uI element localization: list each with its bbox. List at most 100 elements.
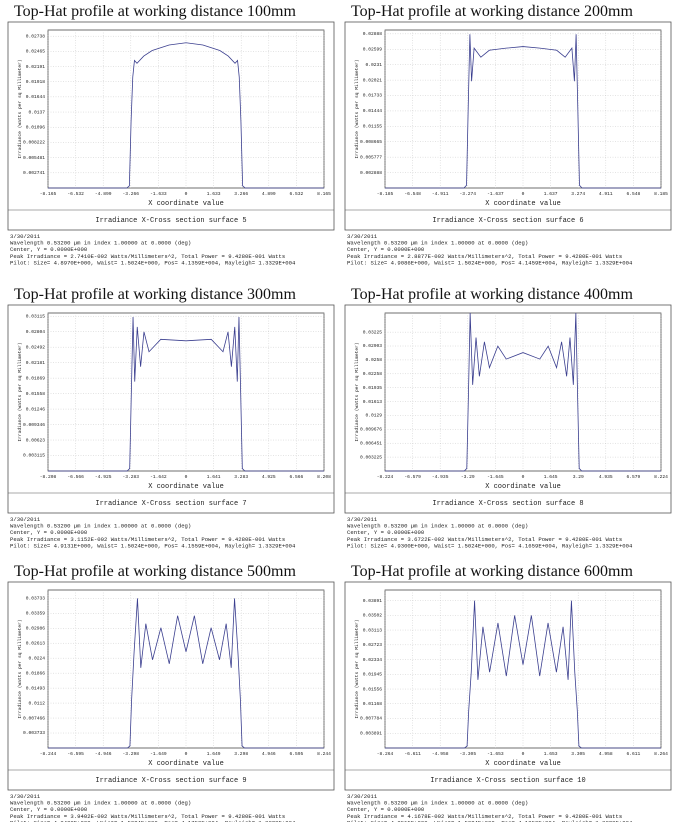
y-tick-label: 0.02599	[363, 46, 383, 52]
y-tick-label: 0.003733	[23, 730, 45, 736]
info-line: Peak Irradiance = 3.1152E-002 Watts/Mill…	[10, 536, 285, 543]
x-tick-label: -8.264	[377, 751, 394, 757]
profile-line	[385, 600, 661, 749]
y-axis-label: Irradiance (Watts per sq Millimeter)	[17, 619, 23, 718]
info-line: Wavelength 0.53200 µm in index 1.00000 a…	[347, 240, 528, 247]
x-tick-label: 3.274	[571, 191, 585, 197]
y-tick-label: 0.008222	[23, 140, 45, 146]
info-line: 3/30/2011	[347, 516, 378, 523]
info-line: 3/30/2011	[10, 793, 41, 800]
y-tick-label: 0.01493	[26, 685, 46, 691]
y-tick-label: 0.0129	[365, 413, 382, 419]
x-tick-label: -6.532	[67, 191, 84, 197]
info-line: 3/30/2011	[10, 233, 41, 240]
x-tick-label: -3.305	[460, 751, 477, 757]
x-tick-label: 8.185	[654, 191, 668, 197]
x-axis-label: X coordinate value	[485, 483, 561, 491]
y-tick-label: 0.00623	[26, 437, 46, 443]
profile-line	[385, 34, 661, 189]
x-tick-label: 0	[522, 751, 525, 757]
profile-line	[48, 42, 324, 189]
y-tick-label: 0.03113	[363, 627, 383, 633]
y-tick-label: 0.01945	[363, 672, 383, 678]
y-tick-label: 0.02492	[26, 344, 46, 350]
chart-panel: Top-Hat profile at working distance 600m…	[344, 563, 672, 822]
info-line: Wavelength 0.53200 µm in index 1.00000 a…	[347, 800, 528, 807]
chart-title: Top-Hat profile at working distance 600m…	[351, 563, 633, 580]
y-tick-label: 0.03225	[363, 329, 383, 335]
x-tick-label: 8.208	[317, 474, 331, 480]
info-line: 3/30/2011	[347, 233, 378, 240]
y-tick-label: 0.008665	[360, 139, 382, 145]
info-line: Center, Y = 0.0000E+000	[347, 246, 425, 253]
x-tick-label: -6.595	[67, 751, 84, 757]
x-tick-label: 4.911	[599, 191, 613, 197]
y-tick-label: 0.03891	[363, 598, 383, 604]
chart-panel: Top-Hat profile at working distance 100m…	[7, 3, 335, 266]
info-line: Peak Irradiance = 3.6722E-002 Watts/Mill…	[347, 536, 622, 543]
profile-line	[385, 312, 661, 472]
y-tick-label: 0.01644	[26, 94, 46, 100]
chart-caption: Irradiance X-Cross section surface 5	[95, 217, 246, 225]
x-tick-label: -1.642	[150, 474, 167, 480]
x-tick-label: 8.264	[654, 751, 668, 757]
x-axis-label: X coordinate value	[148, 200, 224, 208]
chart-frame	[344, 304, 672, 514]
x-axis-label: X coordinate value	[148, 483, 224, 491]
y-tick-label: 0.03502	[363, 613, 383, 619]
x-tick-label: 8.244	[317, 751, 331, 757]
x-tick-label: 8.165	[317, 191, 331, 197]
y-tick-label: 0.02888	[363, 31, 383, 37]
y-tick-label: 0.02723	[363, 642, 383, 648]
x-axis-label: X coordinate value	[485, 760, 561, 768]
y-tick-label: 0.009676	[360, 427, 382, 433]
y-tick-label: 0.02191	[26, 64, 46, 70]
x-tick-label: -4.911	[432, 191, 449, 197]
x-tick-label: 1.649	[207, 751, 221, 757]
info-line: Peak Irradiance = 2.8877E-002 Watts/Mill…	[347, 253, 622, 260]
y-tick-label: 0.005777	[360, 154, 382, 160]
profile-line	[48, 598, 324, 749]
x-tick-label: -3.29	[461, 474, 475, 480]
y-axis-label: Irradiance (Watts per sq Millimeter)	[354, 619, 360, 718]
chart-title: Top-Hat profile at working distance 400m…	[351, 286, 633, 303]
x-tick-label: 0	[522, 191, 525, 197]
info-line: Center, Y = 0.0000E+000	[10, 806, 88, 813]
x-tick-label: 1.645	[544, 474, 558, 480]
x-axis-label: X coordinate value	[148, 760, 224, 768]
y-tick-label: 0.0112	[28, 700, 45, 706]
x-tick-label: 6.548	[627, 191, 641, 197]
chart-frame	[344, 21, 672, 231]
x-tick-label: 3.298	[234, 751, 248, 757]
x-tick-label: 6.566	[289, 474, 303, 480]
x-tick-label: -6.611	[404, 751, 421, 757]
info-line: 3/30/2011	[10, 516, 41, 523]
info-line: Pilot: Size= 4.9408E+000, Waist= 1.5024E…	[10, 819, 296, 822]
chart-panel: Top-Hat profile at working distance 400m…	[344, 286, 672, 549]
y-tick-label: 0.003115	[23, 453, 45, 459]
x-tick-label: -8.165	[40, 191, 57, 197]
chart-panel: Top-Hat profile at working distance 200m…	[344, 3, 672, 266]
x-tick-label: 1.641	[207, 474, 221, 480]
x-tick-label: 4.899	[262, 191, 276, 197]
y-tick-label: 0.03115	[26, 313, 46, 319]
info-line: Wavelength 0.53200 µm in index 1.00000 a…	[10, 240, 191, 247]
x-tick-label: -6.566	[67, 474, 84, 480]
x-tick-label: -1.637	[487, 191, 504, 197]
info-line: Peak Irradiance = 3.9402E-002 Watts/Mill…	[10, 813, 285, 820]
info-line: Center, Y = 0.0000E+000	[10, 529, 88, 536]
info-line: Wavelength 0.53200 µm in index 1.00000 a…	[10, 800, 191, 807]
chart-frame	[7, 581, 335, 791]
chart-caption: Irradiance X-Cross section surface 9	[95, 777, 246, 785]
x-tick-label: -4.899	[95, 191, 112, 197]
x-tick-label: -3.298	[123, 751, 140, 757]
y-tick-label: 0.02258	[363, 371, 383, 377]
y-tick-label: 0.02334	[363, 657, 383, 663]
x-tick-label: 0	[185, 751, 188, 757]
x-tick-label: 3.266	[234, 191, 248, 197]
y-tick-label: 0.01918	[26, 79, 46, 85]
y-tick-label: 0.007466	[23, 715, 45, 721]
x-tick-label: 3.283	[234, 474, 248, 480]
y-tick-label: 0.01935	[363, 385, 383, 391]
y-tick-label: 0.002741	[23, 170, 45, 176]
